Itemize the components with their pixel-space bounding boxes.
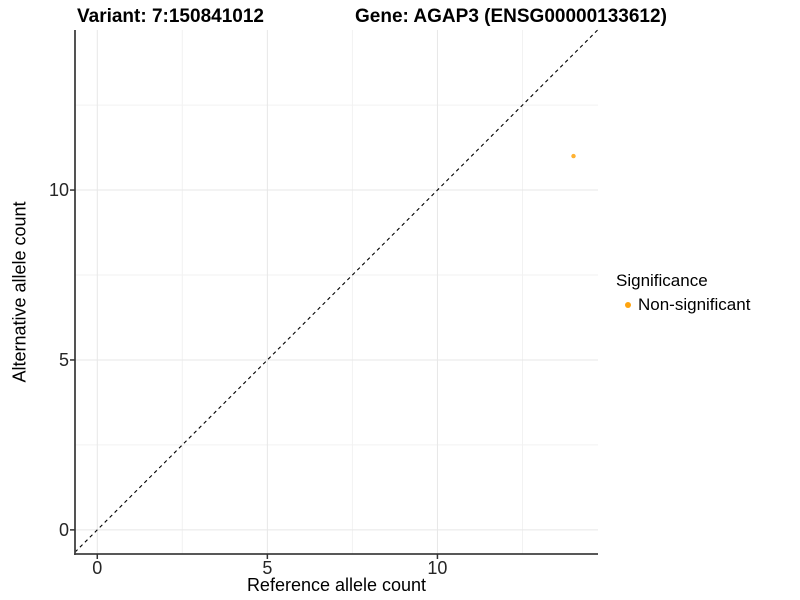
legend-title: Significance bbox=[616, 271, 708, 290]
legend-point-icon bbox=[625, 302, 631, 308]
y-tick-label: 5 bbox=[58, 349, 69, 370]
legend-entry-label: Non-significant bbox=[638, 295, 751, 314]
y-axis-title: Alternative allele count bbox=[9, 201, 30, 383]
x-tick-label: 10 bbox=[427, 558, 448, 578]
data-point bbox=[571, 153, 576, 159]
variant-title: Variant: 7:150841012 bbox=[77, 6, 264, 27]
x-axis-title: Reference allele count bbox=[246, 575, 427, 595]
gene-title: Gene: AGAP3 (ENSG00000133612) bbox=[355, 6, 667, 27]
legend: Significance Non-significant bbox=[615, 271, 750, 315]
identity-dashed-line bbox=[74, 29, 599, 553]
legend-entry: Non-significant bbox=[615, 295, 750, 315]
x-tick-label: 0 bbox=[92, 558, 103, 578]
x-tick-label: 5 bbox=[262, 558, 273, 578]
y-tick-label: 0 bbox=[58, 519, 69, 540]
y-tick-label: 10 bbox=[48, 180, 69, 201]
